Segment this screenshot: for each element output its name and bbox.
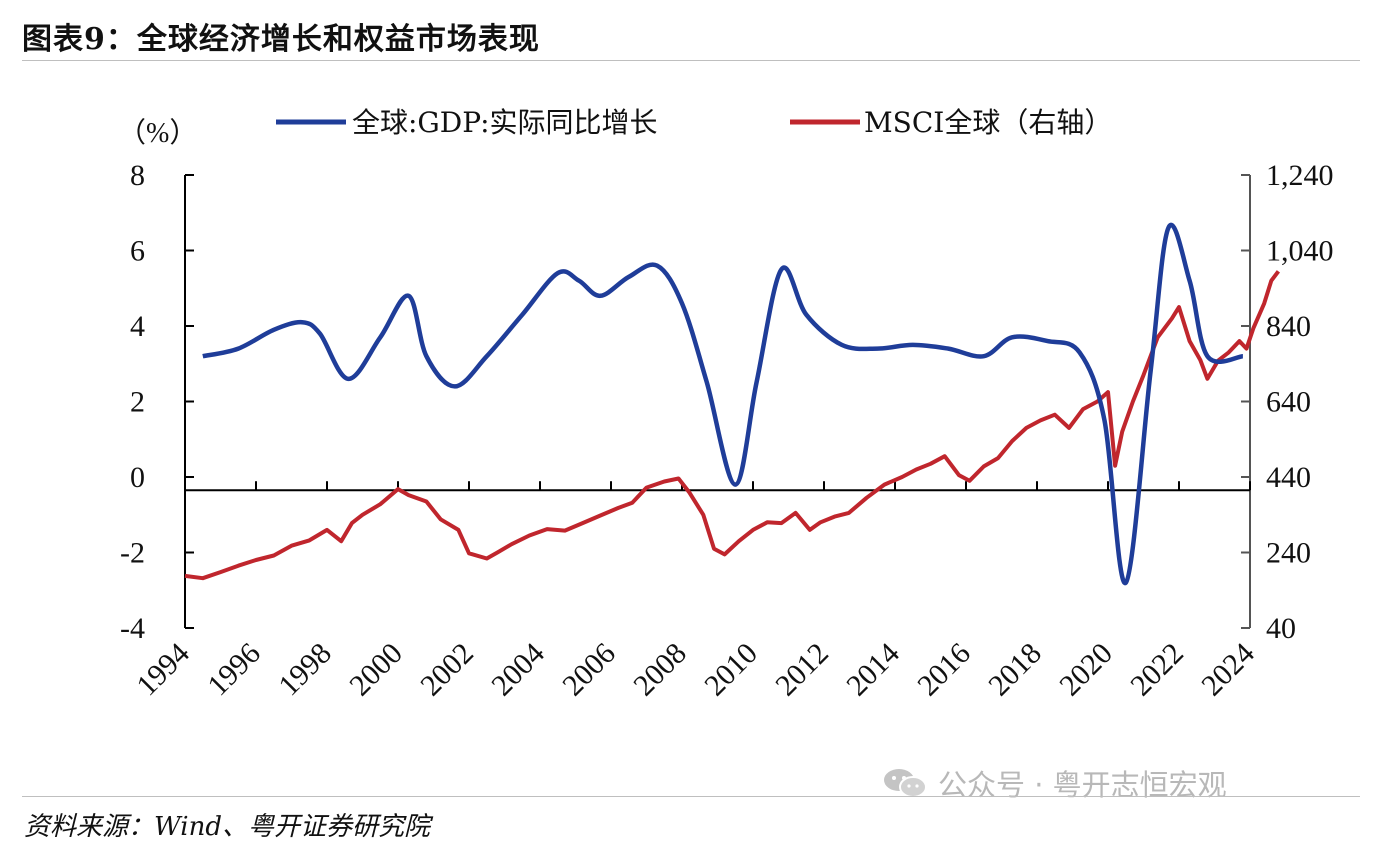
- title-divider: [22, 60, 1360, 61]
- x-tick-label: 2020: [1053, 637, 1119, 703]
- left-tick-label: 2: [130, 386, 145, 419]
- left-tick-label: 8: [130, 159, 145, 192]
- left-tick-label: -4: [120, 612, 145, 645]
- x-tick-label: 2010: [698, 637, 764, 703]
- legend-label-msci: MSCI全球（右轴）: [864, 106, 1112, 139]
- axes: [184, 174, 1251, 629]
- right-tick-label: 840: [1266, 310, 1311, 343]
- right-tick-label: 40: [1266, 612, 1296, 645]
- left-axis-unit: （%）: [118, 117, 197, 149]
- global-gdp-growth-line: [202, 222, 1244, 585]
- watermark-text: 公众号 · 粤开志恒宏观: [938, 768, 1227, 802]
- left-tick-label: 6: [130, 235, 145, 268]
- x-tick-label: 2008: [627, 637, 693, 703]
- x-tick-label: 2006: [556, 637, 622, 703]
- x-tick-label: 2002: [414, 637, 480, 703]
- left-tick-label: 4: [130, 310, 145, 343]
- source-divider: [22, 796, 1360, 797]
- x-tick-label: 2000: [343, 637, 409, 703]
- right-tick-label: 1,240: [1266, 159, 1334, 192]
- x-tick-label: 2014: [840, 637, 906, 703]
- series-lines: [184, 222, 1280, 585]
- chart: 全球:GDP:实际同比增长 MSCI全球（右轴） （%） 8 6 4 2 0 -2 -4 1,…: [118, 106, 1334, 702]
- right-tick-label: 1,040: [1266, 235, 1334, 268]
- right-tick-label: 640: [1266, 386, 1311, 419]
- right-tick-label: 240: [1266, 537, 1311, 570]
- x-tick-label: 2012: [769, 637, 835, 703]
- x-tick-label: 1996: [201, 637, 267, 703]
- x-tick-label: 2024: [1195, 637, 1261, 703]
- x-tick-label: 1994: [130, 637, 196, 703]
- source-note: 资料来源：Wind、粤开证券研究院: [24, 812, 430, 842]
- x-tick-label: 2016: [911, 637, 977, 703]
- watermark: 公众号 · 粤开志恒宏观: [882, 762, 1227, 804]
- x-tick-label: 2004: [485, 637, 551, 703]
- right-tick-label: 440: [1266, 461, 1311, 494]
- x-tick-label: 1998: [272, 637, 338, 703]
- page-title: 图表9：全球经济增长和权益市场表现: [22, 22, 540, 57]
- x-tick-label: 2022: [1124, 637, 1190, 703]
- left-tick-label: -2: [120, 537, 145, 570]
- left-tick-label: 0: [130, 461, 145, 494]
- legend-label-gdp: 全球:GDP:实际同比增长: [352, 106, 658, 139]
- x-tick-label: 2018: [982, 637, 1048, 703]
- wechat-icon: [884, 769, 927, 798]
- legend: 全球:GDP:实际同比增长 MSCI全球（右轴）: [276, 106, 1112, 139]
